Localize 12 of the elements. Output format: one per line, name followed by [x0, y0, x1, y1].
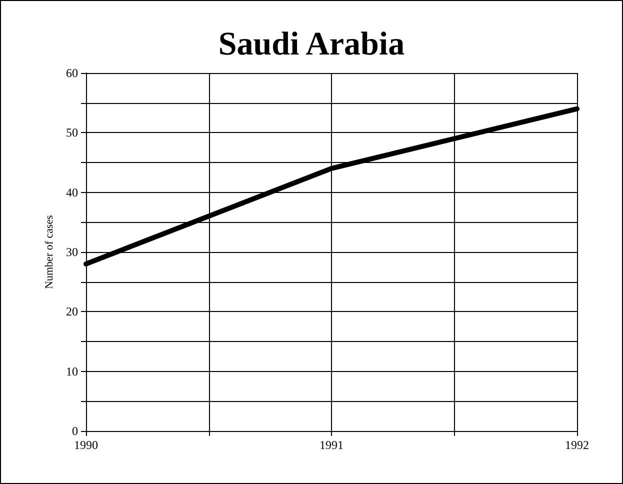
y-tick-label: 60 [66, 66, 78, 80]
y-tick-label: 50 [66, 126, 78, 140]
chart-title: Saudi Arabia [218, 26, 405, 62]
y-tick-label: 40 [66, 185, 78, 200]
x-tick-label: 1991 [320, 438, 344, 452]
y-tick-label: 20 [66, 304, 78, 319]
y-tick-label: 10 [66, 364, 78, 378]
y-tick-label: 30 [66, 245, 78, 259]
y-axis-title: Number of cases [44, 215, 56, 289]
x-tick-label: 1990 [74, 438, 98, 452]
x-tick-label: 1992 [565, 438, 589, 452]
y-tick-label: 0 [72, 424, 78, 438]
